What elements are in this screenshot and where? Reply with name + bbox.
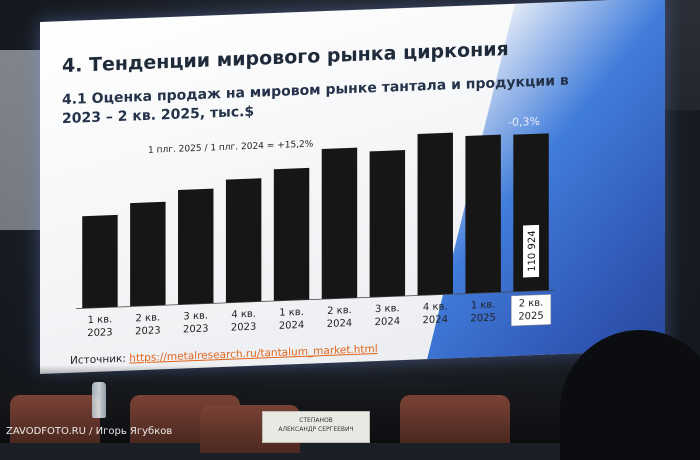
x-tick-label: 1 кв.2024 <box>279 307 304 332</box>
bar-5 <box>273 167 310 302</box>
bar-6 <box>321 147 358 300</box>
bar-10 <box>513 133 549 292</box>
x-tick-label: 2 кв.2025 <box>518 298 543 323</box>
highlight-box <box>511 294 552 327</box>
x-tick-label: 1 кв.2023 <box>87 314 112 339</box>
chair <box>10 395 100 443</box>
presentation-screen: 4. Тенденции мирового рынка циркония 4.1… <box>40 0 665 374</box>
x-tick-label: 3 кв.2024 <box>375 303 400 328</box>
x-tick-label: 3 кв.2023 <box>183 311 208 336</box>
x-tick-label: 1 кв.2025 <box>470 299 495 324</box>
bar-chart: 1 кв.2023 2 кв.2023 3 кв.2023 4 кв.2023 1 кв… <box>76 132 555 339</box>
bar-9 <box>465 134 501 294</box>
chair <box>400 395 510 443</box>
x-tick-label: 2 кв.2023 <box>135 312 160 337</box>
bar-3 <box>178 188 214 305</box>
bar-2 <box>130 201 166 307</box>
data-label-box <box>523 224 540 278</box>
bar-1 <box>82 214 118 309</box>
name-card: СТЕПАНОВ АЛЕКСАНДР СЕРГЕЕВИЧ <box>262 411 370 443</box>
water-bottle <box>92 382 106 418</box>
watermark: ZAVODFOTO.RU / Игорь Ягубков <box>6 426 173 437</box>
data-label: 110 924 <box>527 230 538 272</box>
x-axis-line <box>76 289 555 310</box>
audience-head-silhouette <box>560 330 700 460</box>
bar-8 <box>417 132 453 296</box>
bar-7 <box>369 150 406 298</box>
name-card-surname: СТЕПАНОВ <box>299 417 333 424</box>
x-tick-label: 2 кв.2024 <box>327 305 352 330</box>
bar-4 <box>225 178 262 303</box>
name-card-fullname: АЛЕКСАНДР СЕРГЕЕВИЧ <box>278 426 354 433</box>
x-tick-label: 4 кв.2024 <box>423 301 448 326</box>
x-tick-label: 4 кв.2023 <box>231 309 256 334</box>
